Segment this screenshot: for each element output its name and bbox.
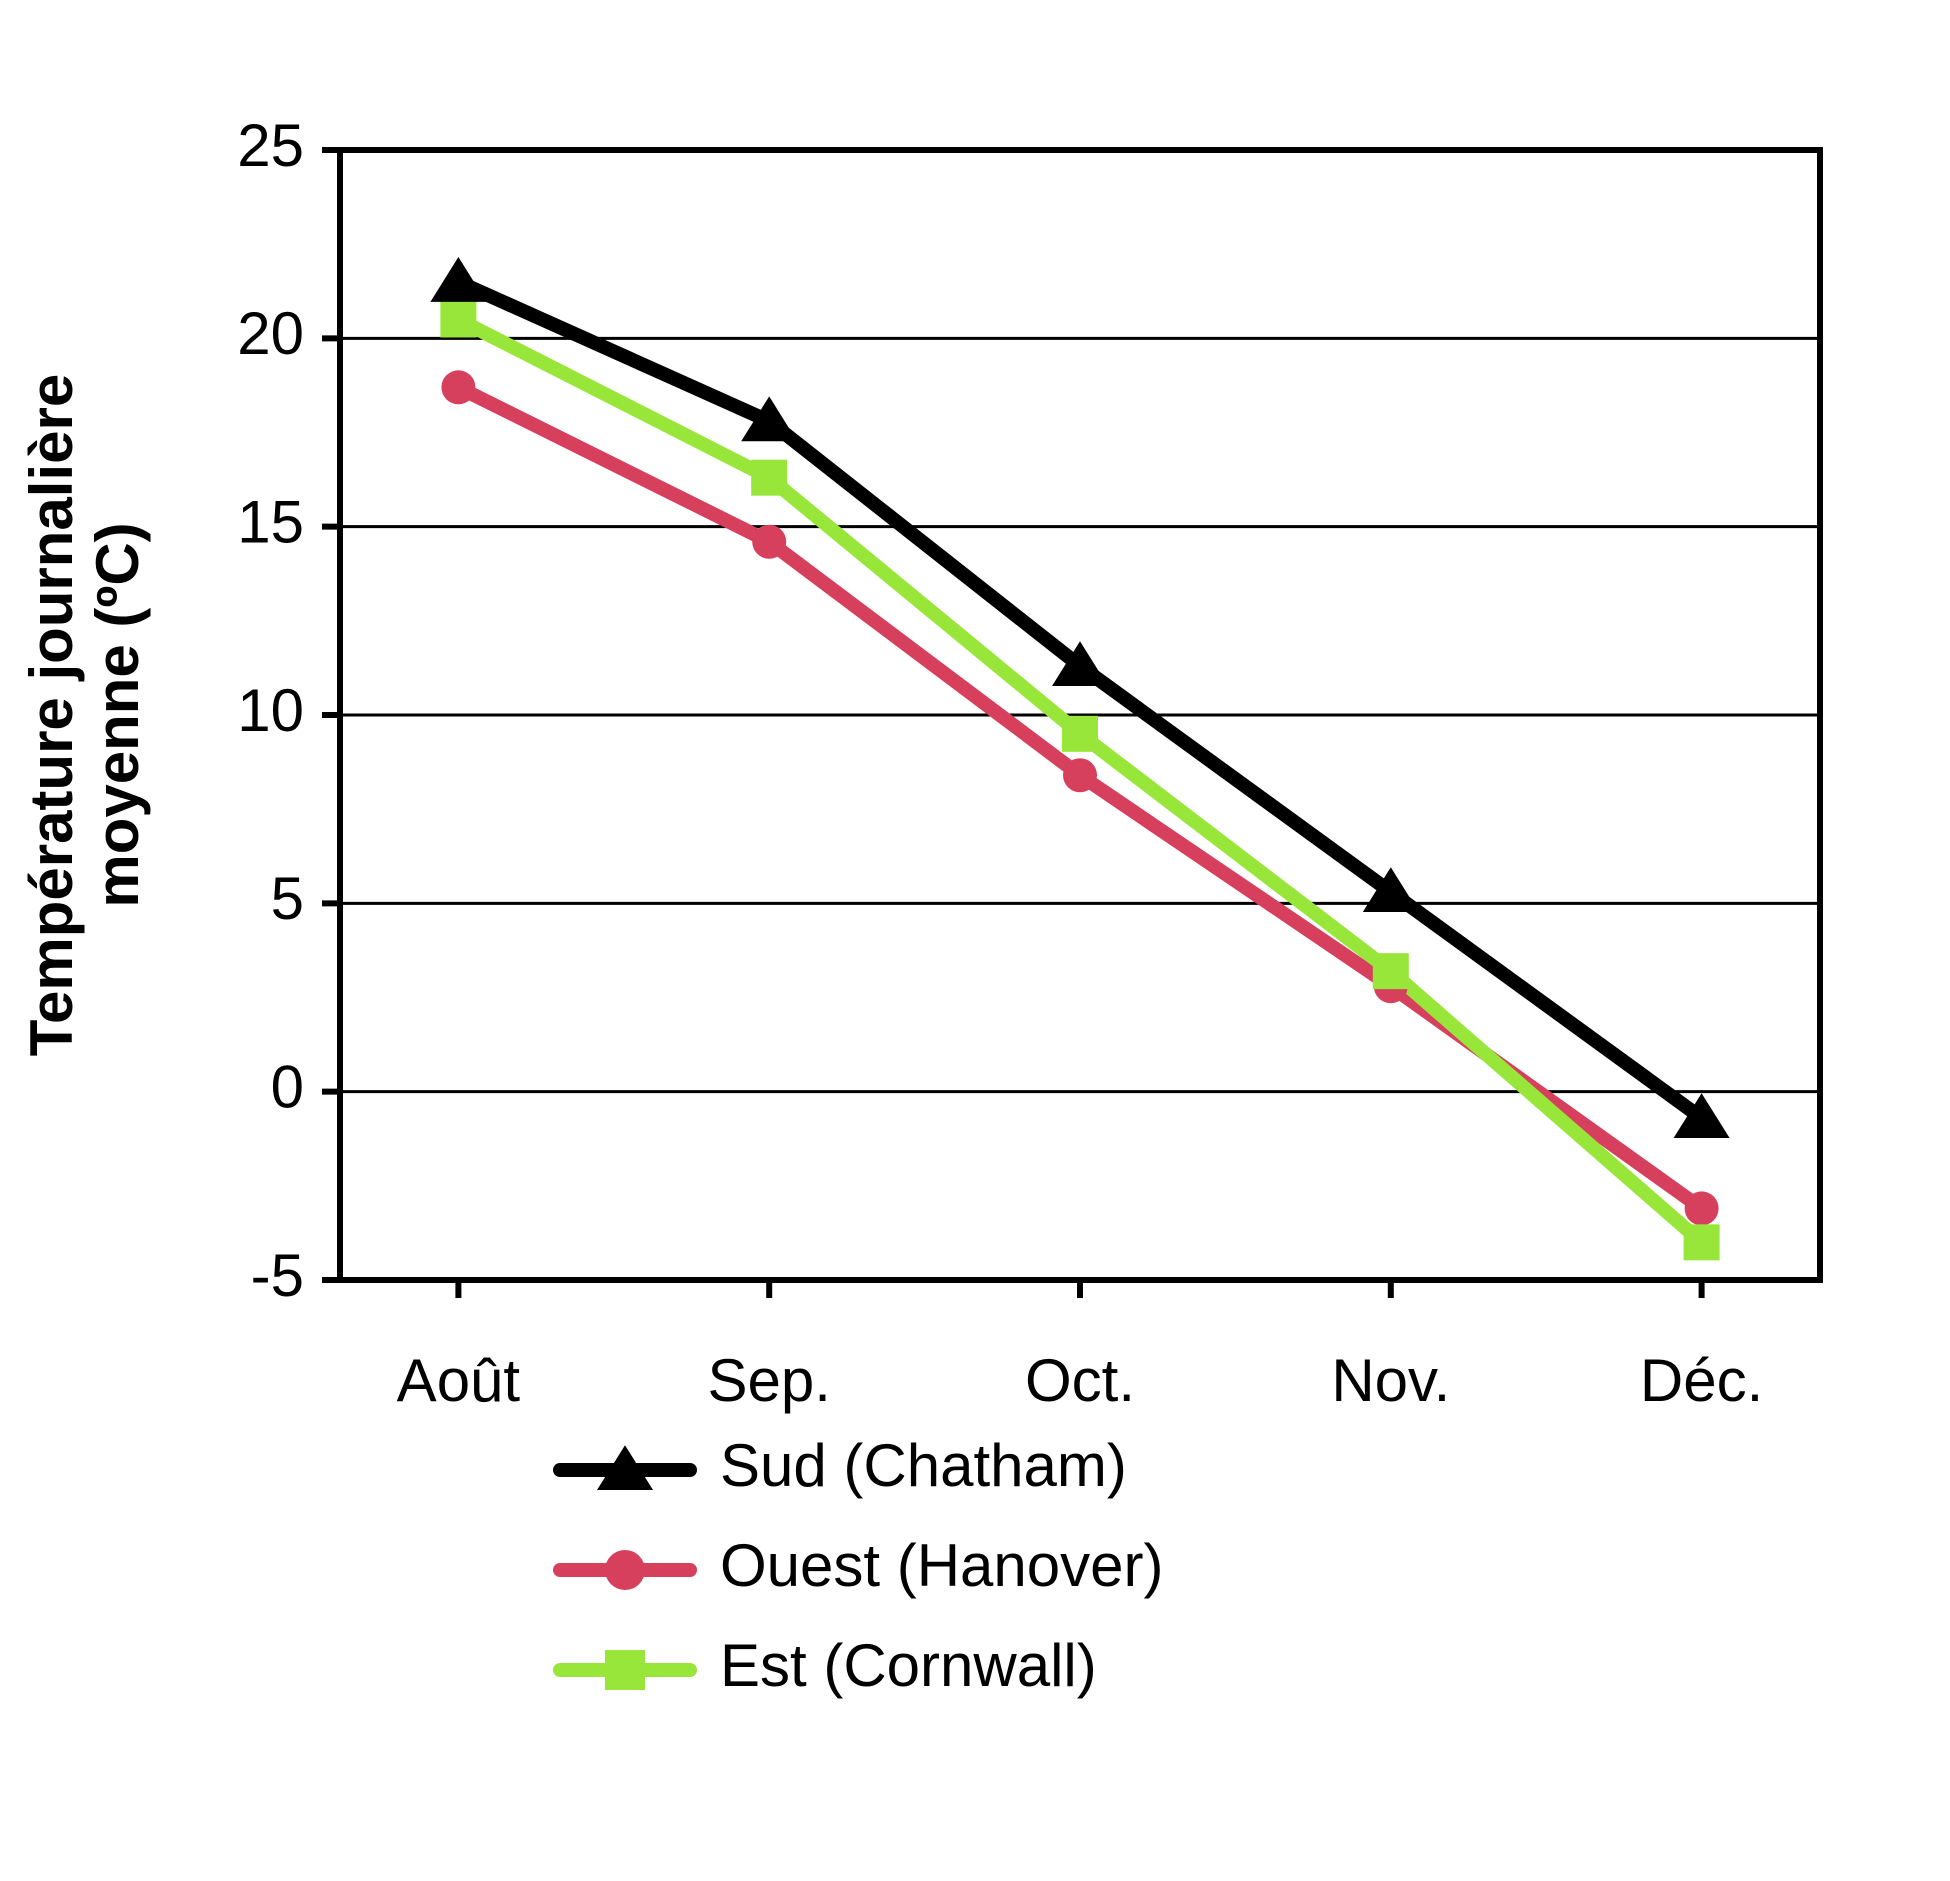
legend-label: Est (Cornwall)	[720, 1632, 1097, 1699]
x-tick-label: Nov.	[1331, 1347, 1450, 1414]
y-tick-label: -5	[251, 1242, 304, 1309]
y-tick-label: 20	[237, 300, 304, 367]
temperature-chart: -50510152025AoûtSep.Oct.Nov.Déc.Températ…	[0, 0, 1950, 1881]
y-tick-label: 10	[237, 677, 304, 744]
x-tick-label: Sep.	[707, 1347, 830, 1414]
x-tick-label: Oct.	[1025, 1347, 1135, 1414]
y-tick-label: 5	[271, 865, 304, 932]
y-tick-label: 0	[271, 1054, 304, 1121]
y-tick-label: 25	[237, 112, 304, 179]
x-tick-label: Déc.	[1640, 1347, 1763, 1414]
x-tick-label: Août	[397, 1347, 521, 1414]
y-tick-label: 15	[237, 489, 304, 556]
legend-label: Sud (Chatham)	[720, 1432, 1127, 1499]
legend-label: Ouest (Hanover)	[720, 1532, 1164, 1599]
chart-container: -50510152025AoûtSep.Oct.Nov.Déc.Températ…	[0, 0, 1950, 1881]
